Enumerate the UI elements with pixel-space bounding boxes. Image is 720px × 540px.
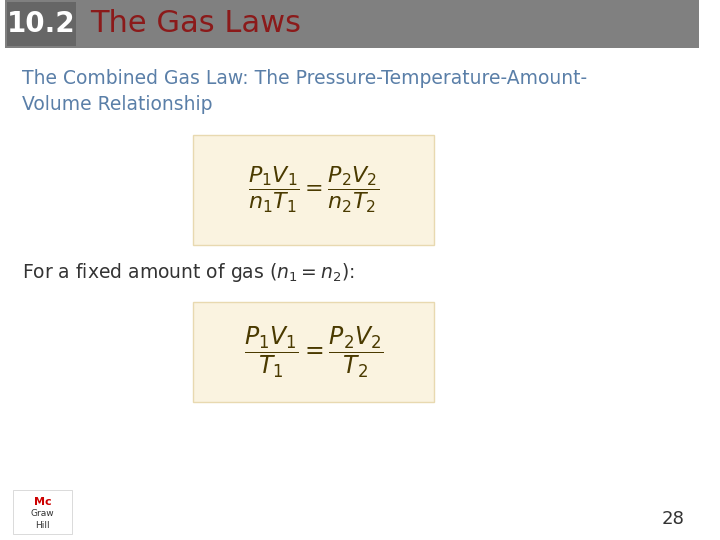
Text: Hill: Hill	[35, 521, 50, 530]
FancyBboxPatch shape	[12, 490, 72, 534]
Text: Mc: Mc	[34, 497, 51, 507]
Text: The Combined Gas Law: The Pressure-Temperature-Amount-: The Combined Gas Law: The Pressure-Tempe…	[22, 69, 588, 87]
FancyBboxPatch shape	[193, 135, 434, 245]
FancyBboxPatch shape	[6, 2, 76, 46]
Text: 10.2: 10.2	[7, 10, 76, 38]
FancyBboxPatch shape	[193, 302, 434, 402]
Text: $\dfrac{P_1V_1}{T_1} = \dfrac{P_2V_2}{T_2}$: $\dfrac{P_1V_1}{T_1} = \dfrac{P_2V_2}{T_…	[243, 324, 383, 380]
Text: $\dfrac{P_1V_1}{n_1T_1} = \dfrac{P_2V_2}{n_2T_2}$: $\dfrac{P_1V_1}{n_1T_1} = \dfrac{P_2V_2}…	[248, 165, 379, 215]
FancyBboxPatch shape	[5, 0, 699, 48]
Text: Graw: Graw	[31, 510, 54, 518]
Text: For a fixed amount of gas ($n_1 = n_2$):: For a fixed amount of gas ($n_1 = n_2$):	[22, 260, 355, 284]
Text: Volume Relationship: Volume Relationship	[22, 94, 212, 113]
Text: The Gas Laws: The Gas Laws	[90, 10, 301, 38]
Text: 28: 28	[662, 510, 685, 528]
